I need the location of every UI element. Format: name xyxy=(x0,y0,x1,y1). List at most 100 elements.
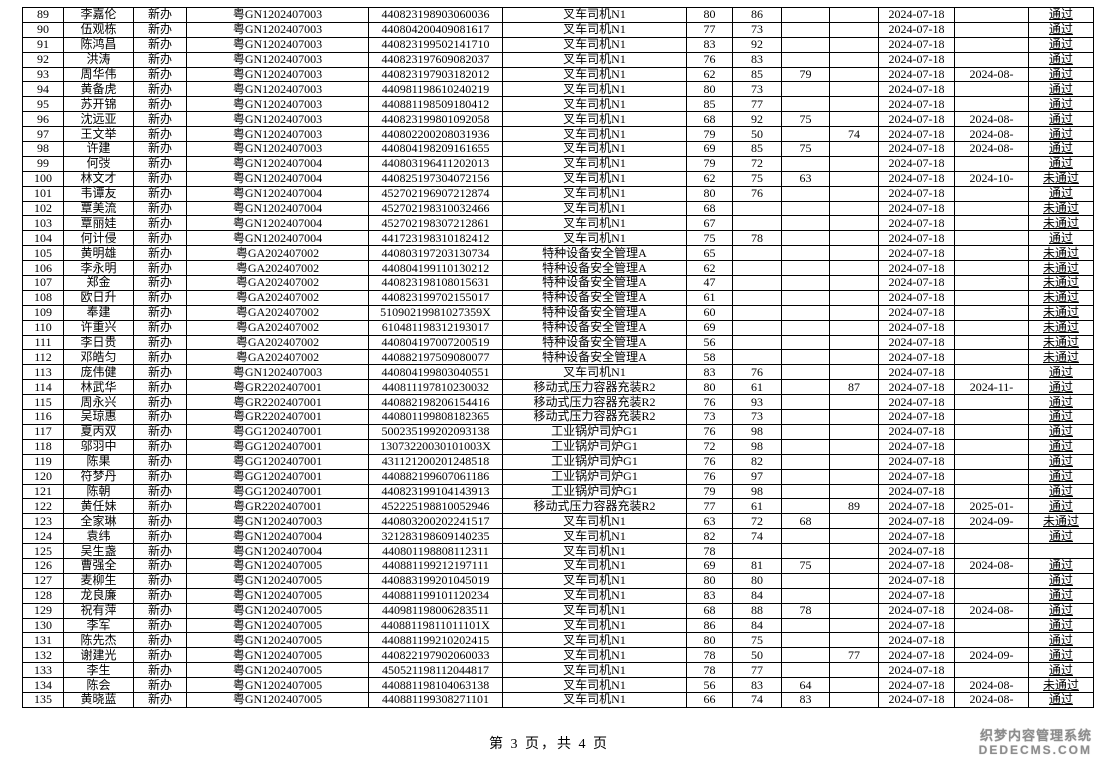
cell-project: 叉车司机N1 xyxy=(502,587,687,604)
cell-score1: 80 xyxy=(686,81,733,98)
cell-result[interactable]: 通过 xyxy=(1028,557,1094,574)
results-table: 89 李嘉伦 新办 粤GN1202407003 440823198903060036 叉车… xyxy=(22,7,1094,708)
cell-score1: 62 xyxy=(686,66,733,83)
cell-result[interactable]: 通过 xyxy=(1028,141,1094,157)
cell-cert-number: 粤GN1202407005 xyxy=(186,617,369,634)
cell-result[interactable]: 通过 xyxy=(1028,379,1094,396)
cell-result[interactable]: 未通过 xyxy=(1028,200,1094,217)
cell-row-number: 120 xyxy=(22,468,64,485)
cell-score2: 98 xyxy=(732,423,782,440)
cell-apply-type: 新办 xyxy=(133,647,187,664)
cell-row-number: 103 xyxy=(22,215,64,232)
cell-result[interactable]: 未通过 xyxy=(1028,677,1094,693)
cell-result[interactable]: 通过 xyxy=(1028,647,1094,664)
cell-result[interactable]: 未通过 xyxy=(1028,170,1094,187)
cell-result[interactable]: 未通过 xyxy=(1028,304,1094,321)
cell-score4 xyxy=(829,260,879,277)
cell-row-number: 123 xyxy=(22,513,64,530)
cell-score2: 82 xyxy=(732,453,782,470)
cell-project: 叉车司机N1 xyxy=(502,21,687,38)
cell-id-number: 440823199502141710 xyxy=(368,36,503,53)
cell-retake-date xyxy=(954,200,1029,217)
cell-row-number: 90 xyxy=(22,21,64,38)
cell-result[interactable]: 通过 xyxy=(1028,602,1094,619)
cell-score1: 79 xyxy=(686,483,733,500)
cell-result[interactable]: 未通过 xyxy=(1028,215,1094,232)
cell-result[interactable]: 通过 xyxy=(1028,498,1094,515)
cell-result[interactable]: 未通过 xyxy=(1028,260,1094,277)
cell-result[interactable]: 通过 xyxy=(1028,21,1094,38)
cell-row-number: 109 xyxy=(22,304,64,321)
cell-result[interactable]: 未通过 xyxy=(1028,349,1094,366)
cell-result[interactable]: 通过 xyxy=(1028,528,1094,545)
cell-score2: 50 xyxy=(732,126,782,143)
cell-result[interactable]: 通过 xyxy=(1028,7,1094,23)
cell-result[interactable]: 未通过 xyxy=(1028,275,1094,291)
cell-result[interactable]: 通过 xyxy=(1028,96,1094,113)
table-row: 103 覃丽娃 新办 粤GN1202407004 452702198307212861 叉… xyxy=(22,215,1094,232)
cell-result[interactable]: 通过 xyxy=(1028,155,1094,172)
cell-apply-type: 新办 xyxy=(133,423,187,440)
cell-result[interactable]: 通过 xyxy=(1028,438,1094,455)
cell-score4 xyxy=(829,677,879,693)
cell-row-number: 92 xyxy=(22,51,64,68)
table-row: 100 林文才 新办 粤GN1202407004 440825197304072156 叉… xyxy=(22,170,1094,187)
cell-apply-type: 新办 xyxy=(133,289,187,306)
cell-project: 特种设备安全管理A xyxy=(502,334,687,351)
cell-result[interactable]: 通过 xyxy=(1028,126,1094,143)
cell-retake-date xyxy=(954,617,1029,634)
cell-result[interactable]: 通过 xyxy=(1028,66,1094,83)
cell-result[interactable]: 通过 xyxy=(1028,662,1094,679)
cell-result[interactable]: 通过 xyxy=(1028,394,1094,411)
cell-result[interactable]: 通过 xyxy=(1028,483,1094,500)
cell-score4 xyxy=(829,543,879,559)
cell-cert-number: 粤GN1202407005 xyxy=(186,647,369,664)
cell-result[interactable]: 通过 xyxy=(1028,36,1094,53)
cell-result[interactable]: 通过 xyxy=(1028,111,1094,128)
cell-result[interactable]: 通过 xyxy=(1028,587,1094,604)
cell-score1: 67 xyxy=(686,215,733,232)
cell-result[interactable]: 未通过 xyxy=(1028,245,1094,262)
cell-result[interactable]: 通过 xyxy=(1028,453,1094,470)
cell-result[interactable]: 通过 xyxy=(1028,617,1094,634)
cell-score2: 75 xyxy=(732,170,782,187)
cell-score2 xyxy=(732,304,782,321)
cell-retake-date xyxy=(954,21,1029,38)
cell-score1: 76 xyxy=(686,394,733,411)
cell-name: 何弢 xyxy=(63,155,134,172)
cell-result[interactable]: 通过 xyxy=(1028,230,1094,247)
cell-exam-date: 2024-07-18 xyxy=(878,215,955,232)
cell-result[interactable]: 通过 xyxy=(1028,81,1094,98)
cell-id-number: 13073220030101003X xyxy=(368,438,503,455)
cell-result[interactable]: 通过 xyxy=(1028,423,1094,440)
cell-project: 叉车司机N1 xyxy=(502,557,687,574)
cell-apply-type: 新办 xyxy=(133,7,187,23)
cell-score3 xyxy=(781,289,830,306)
cell-id-number: 440804200409081617 xyxy=(368,21,503,38)
cell-result[interactable]: 未通过 xyxy=(1028,289,1094,306)
cell-score2 xyxy=(732,349,782,366)
cell-score3 xyxy=(781,662,830,679)
cell-result[interactable]: 未通过 xyxy=(1028,319,1094,336)
cell-score1: 56 xyxy=(686,677,733,693)
cell-name: 李生 xyxy=(63,662,134,679)
cell-id-number: 440803196411202013 xyxy=(368,155,503,172)
cell-result[interactable]: 通过 xyxy=(1028,468,1094,485)
cell-project: 移动式压力容器充装R2 xyxy=(502,498,687,515)
cell-row-number: 97 xyxy=(22,126,64,143)
cell-score3 xyxy=(781,498,830,515)
cell-result[interactable]: 未通过 xyxy=(1028,513,1094,530)
cell-result xyxy=(1028,543,1094,559)
cell-result[interactable]: 通过 xyxy=(1028,51,1094,68)
cell-result[interactable]: 通过 xyxy=(1028,572,1094,589)
cell-result[interactable]: 通过 xyxy=(1028,632,1094,649)
cell-result[interactable]: 通过 xyxy=(1028,691,1094,708)
table-row: 92 洪涛 新办 粤GN1202407003 440823197609082037 叉车司… xyxy=(22,51,1094,68)
cell-name: 陈鸿昌 xyxy=(63,36,134,53)
cell-name: 何计侵 xyxy=(63,230,134,247)
cell-score2: 73 xyxy=(732,81,782,98)
cell-result[interactable]: 通过 xyxy=(1028,409,1094,425)
cell-result[interactable]: 未通过 xyxy=(1028,334,1094,351)
cell-result[interactable]: 通过 xyxy=(1028,185,1094,202)
cell-result[interactable]: 通过 xyxy=(1028,364,1094,381)
